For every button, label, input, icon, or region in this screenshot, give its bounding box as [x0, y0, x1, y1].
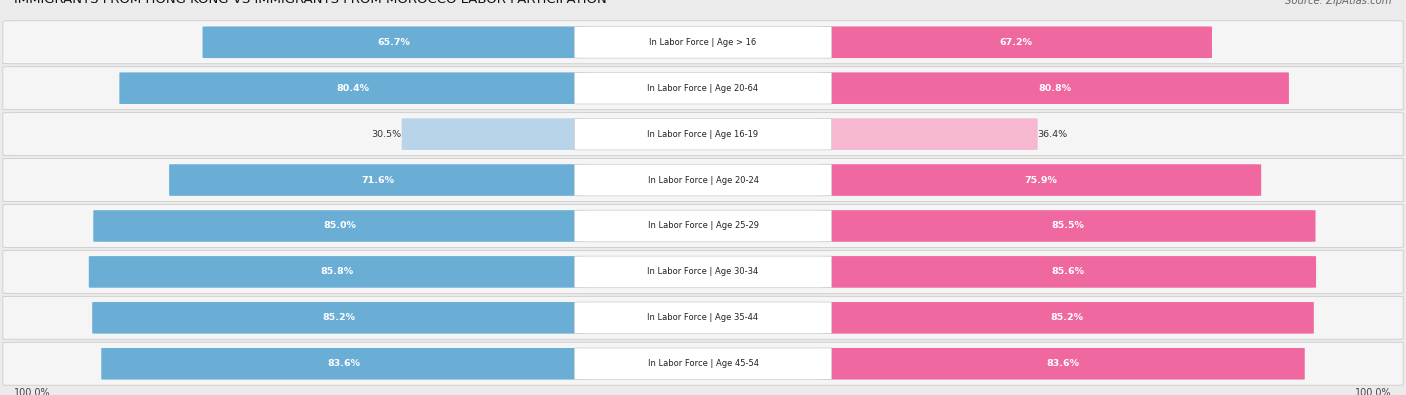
FancyBboxPatch shape: [575, 302, 831, 334]
FancyBboxPatch shape: [575, 118, 831, 150]
Text: 85.8%: 85.8%: [321, 267, 354, 276]
FancyBboxPatch shape: [3, 342, 1403, 385]
FancyBboxPatch shape: [3, 158, 1403, 201]
FancyBboxPatch shape: [89, 256, 585, 288]
FancyBboxPatch shape: [821, 72, 1289, 104]
Text: 65.7%: 65.7%: [378, 38, 411, 47]
FancyBboxPatch shape: [120, 72, 585, 104]
Text: 71.6%: 71.6%: [361, 175, 394, 184]
Text: In Labor Force | Age 30-34: In Labor Force | Age 30-34: [647, 267, 759, 276]
Text: In Labor Force | Age 45-54: In Labor Force | Age 45-54: [648, 359, 758, 368]
Text: 85.0%: 85.0%: [323, 222, 356, 230]
FancyBboxPatch shape: [821, 164, 1261, 196]
Text: 85.2%: 85.2%: [1050, 313, 1084, 322]
FancyBboxPatch shape: [3, 250, 1403, 293]
Text: 36.4%: 36.4%: [1038, 130, 1067, 139]
Text: 83.6%: 83.6%: [1046, 359, 1078, 368]
FancyBboxPatch shape: [821, 26, 1212, 58]
FancyBboxPatch shape: [93, 210, 585, 242]
FancyBboxPatch shape: [3, 205, 1403, 248]
FancyBboxPatch shape: [821, 210, 1316, 242]
FancyBboxPatch shape: [821, 302, 1313, 334]
FancyBboxPatch shape: [821, 118, 1038, 150]
FancyBboxPatch shape: [3, 67, 1403, 110]
Text: In Labor Force | Age > 16: In Labor Force | Age > 16: [650, 38, 756, 47]
FancyBboxPatch shape: [3, 113, 1403, 156]
Text: 85.6%: 85.6%: [1052, 267, 1085, 276]
FancyBboxPatch shape: [821, 256, 1316, 288]
FancyBboxPatch shape: [575, 348, 831, 380]
Text: 80.8%: 80.8%: [1038, 84, 1071, 93]
FancyBboxPatch shape: [821, 348, 1305, 380]
Text: In Labor Force | Age 20-64: In Labor Force | Age 20-64: [647, 84, 759, 93]
FancyBboxPatch shape: [3, 296, 1403, 339]
Text: 75.9%: 75.9%: [1025, 175, 1057, 184]
FancyBboxPatch shape: [575, 72, 831, 104]
Text: 100.0%: 100.0%: [14, 388, 51, 395]
Text: 85.5%: 85.5%: [1052, 222, 1084, 230]
Text: 85.2%: 85.2%: [322, 313, 356, 322]
Text: IMMIGRANTS FROM HONG KONG VS IMMIGRANTS FROM MOROCCO LABOR PARTICIPATION: IMMIGRANTS FROM HONG KONG VS IMMIGRANTS …: [14, 0, 607, 6]
Text: In Labor Force | Age 16-19: In Labor Force | Age 16-19: [647, 130, 759, 139]
Text: 30.5%: 30.5%: [371, 130, 402, 139]
FancyBboxPatch shape: [575, 164, 831, 196]
FancyBboxPatch shape: [402, 118, 585, 150]
Text: In Labor Force | Age 20-24: In Labor Force | Age 20-24: [648, 175, 758, 184]
FancyBboxPatch shape: [575, 26, 831, 58]
Text: In Labor Force | Age 25-29: In Labor Force | Age 25-29: [648, 222, 758, 230]
FancyBboxPatch shape: [169, 164, 585, 196]
FancyBboxPatch shape: [101, 348, 585, 380]
FancyBboxPatch shape: [575, 256, 831, 288]
Text: 100.0%: 100.0%: [1355, 388, 1392, 395]
Text: 80.4%: 80.4%: [336, 84, 368, 93]
Text: 83.6%: 83.6%: [328, 359, 360, 368]
Text: In Labor Force | Age 35-44: In Labor Force | Age 35-44: [647, 313, 759, 322]
Text: Source: ZipAtlas.com: Source: ZipAtlas.com: [1285, 0, 1392, 6]
FancyBboxPatch shape: [202, 26, 585, 58]
FancyBboxPatch shape: [575, 210, 831, 242]
FancyBboxPatch shape: [93, 302, 585, 334]
Text: 67.2%: 67.2%: [1000, 38, 1032, 47]
FancyBboxPatch shape: [3, 21, 1403, 64]
